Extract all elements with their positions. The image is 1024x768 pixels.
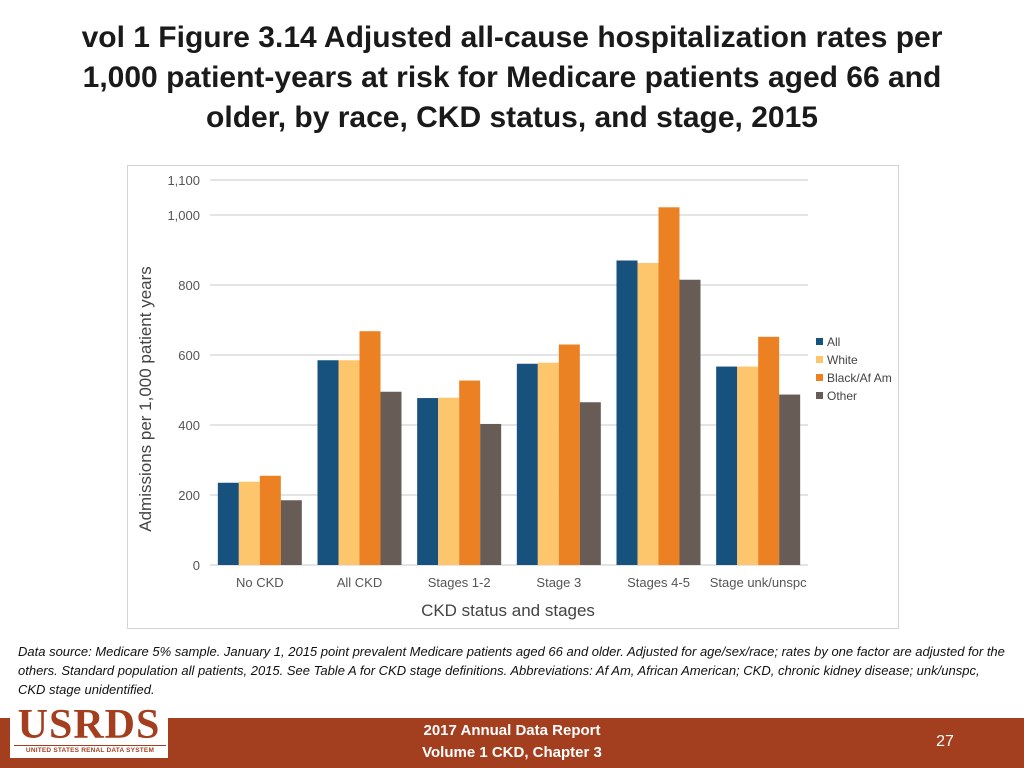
logo-wordmark: USRDS <box>17 702 161 748</box>
x-tick-label: No CKD <box>236 575 284 590</box>
page-number: 27 <box>936 733 954 750</box>
bar-black-af-am <box>259 475 281 565</box>
bar-other <box>480 423 502 565</box>
bar-all <box>317 360 339 565</box>
chart-container: 0 200 400 600 800 1,000 1,100 No CKD All CKD Sta… <box>127 165 899 629</box>
y-tick-label: 200 <box>178 488 200 503</box>
legend-label: Black/Af Am <box>827 371 892 385</box>
x-tick-label: Stages 1-2 <box>428 575 491 590</box>
bar-all <box>417 398 439 565</box>
footer-bar <box>0 718 1024 768</box>
bar-black-af-am <box>459 380 481 565</box>
bar-black-af-am <box>658 207 680 566</box>
bar-white <box>438 397 460 565</box>
bar-all <box>616 260 638 565</box>
y-tick-label: 800 <box>178 278 200 293</box>
bar-white <box>338 360 360 565</box>
legend-swatch <box>816 338 823 345</box>
legend: All White Black/Af Am Other <box>816 335 892 403</box>
bar-other <box>280 500 302 565</box>
bar-all <box>217 482 239 565</box>
y-tick-label: 1,000 <box>167 208 200 223</box>
footer-report-title: 2017 Annual Data Report Volume 1 CKD, Ch… <box>312 720 712 764</box>
bar-other <box>679 279 701 565</box>
y-tick-label: 1,100 <box>167 173 200 188</box>
bar-white <box>637 262 659 565</box>
bar-white <box>238 481 260 565</box>
bar-other <box>779 394 801 565</box>
bar-other <box>380 391 402 565</box>
footer-line-2: Volume 1 CKD, Chapter 3 <box>422 744 602 761</box>
y-axis-label: Admissions per 1,000 patient years <box>136 266 155 532</box>
bar-white <box>537 362 559 565</box>
y-tick-label: 0 <box>193 558 200 573</box>
bar-other <box>579 402 601 565</box>
bar-black-af-am <box>359 331 381 565</box>
bar-all <box>716 366 738 565</box>
bar-chart: 0 200 400 600 800 1,000 1,100 No CKD All CKD Sta… <box>136 173 892 620</box>
y-tick-label: 400 <box>178 418 200 433</box>
bar-black-af-am <box>558 344 580 565</box>
footer-line-1: 2017 Annual Data Report <box>423 722 601 739</box>
x-tick-label: Stages 4-5 <box>627 575 690 590</box>
legend-label: Other <box>827 389 857 403</box>
legend-swatch <box>816 356 823 363</box>
logo-subtitle: UNITED STATES RENAL DATA SYSTEM <box>14 745 166 754</box>
x-axis-label: CKD status and stages <box>421 601 595 620</box>
legend-swatch <box>816 392 823 399</box>
legend-label: All <box>827 335 840 349</box>
usrds-logo: USRDS UNITED STATES RENAL DATA SYSTEM <box>10 703 168 758</box>
slide-title: vol 1 Figure 3.14 Adjusted all-cause hos… <box>81 21 943 134</box>
y-tick-label: 600 <box>178 348 200 363</box>
bar-white <box>737 366 759 565</box>
data-source-note: Data source: Medicare 5% sample. January… <box>18 644 1005 697</box>
x-tick-label: Stage 3 <box>536 575 581 590</box>
legend-swatch <box>816 374 823 381</box>
x-tick-label: All CKD <box>337 575 383 590</box>
bar-all <box>516 363 538 565</box>
bar-black-af-am <box>758 336 780 565</box>
x-tick-label: Stage unk/unspc <box>710 575 807 590</box>
legend-label: White <box>827 353 858 367</box>
